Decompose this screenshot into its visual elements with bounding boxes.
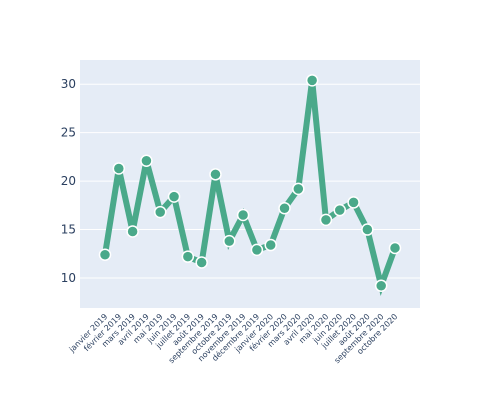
data-point-marker [153,205,167,219]
data-point-marker [223,234,236,248]
y-tick-label: 15 [61,223,76,237]
data-point-marker [98,248,112,261]
data-point-marker [126,225,139,238]
series-markers [98,74,402,292]
data-point-marker [195,256,208,269]
data-point-marker [181,250,195,263]
plot-background [80,60,420,308]
data-point-marker [278,201,291,215]
data-point-marker [250,243,264,257]
data-point-marker [374,279,388,292]
data-point-marker [319,213,333,227]
y-tick-label: 20 [61,174,76,188]
y-tick-label: 10 [61,271,76,285]
data-point-marker [333,203,347,217]
data-point-marker [305,74,319,87]
data-point-marker [140,154,153,167]
y-tick-label: 30 [61,77,76,91]
data-point-marker [361,223,374,236]
data-point-marker [347,196,360,209]
data-point-marker [236,208,250,222]
y-axis: 10 15 20 25 30 [61,77,76,285]
data-point-marker [264,238,277,252]
data-point-marker [209,168,222,181]
data-point-marker [388,241,402,255]
data-point-marker [292,182,305,196]
data-point-marker [112,162,126,175]
data-point-marker [167,190,181,203]
y-tick-label: 25 [61,126,76,140]
series-line [102,79,398,296]
